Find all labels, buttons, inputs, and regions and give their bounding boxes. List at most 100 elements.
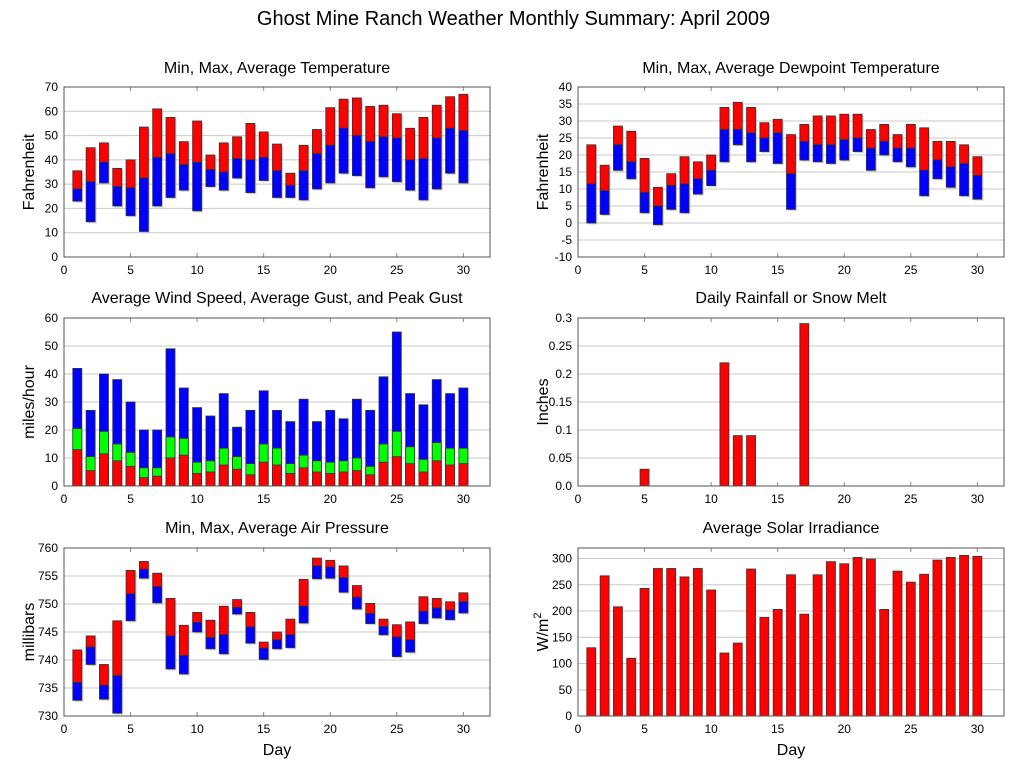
bar-min-to-avg xyxy=(72,682,83,701)
bar-avg-to-max xyxy=(218,142,229,173)
bar-avg-to-max xyxy=(719,107,730,130)
bar-avg-to-max xyxy=(112,620,123,677)
x-tick-label: 20 xyxy=(838,722,852,736)
bar-avg-to-max xyxy=(365,603,376,614)
y-tick-label: 30 xyxy=(45,395,59,409)
x-tick-label: 0 xyxy=(575,492,582,506)
bar-avg-to-max xyxy=(99,664,109,686)
bar-min-to-avg xyxy=(232,606,242,615)
bar-avg-to-max xyxy=(445,96,455,129)
x-tick-label: 0 xyxy=(61,722,68,736)
bar-min-to-avg xyxy=(919,169,930,197)
bar-min-to-avg xyxy=(759,137,770,152)
y-axis-label: Inches xyxy=(535,378,552,425)
x-tick-label: 15 xyxy=(771,492,785,506)
bar-min-to-avg xyxy=(879,140,890,156)
bar-avg-to-max xyxy=(72,649,83,683)
bar-min-to-avg xyxy=(865,147,876,171)
chart-title: Daily Rainfall or Snow Melt xyxy=(695,290,887,307)
bar-average-wind xyxy=(365,474,376,487)
y-tick-label: -5 xyxy=(561,233,572,247)
bar-avg-to-max xyxy=(405,621,416,641)
y-axis-label: W/m2 xyxy=(532,613,552,652)
y-tick-label: 30 xyxy=(559,114,573,128)
bar-min-to-avg xyxy=(586,183,597,224)
bar-avg-to-max xyxy=(972,156,983,176)
y-tick-label: 760 xyxy=(38,541,58,555)
bar-solar xyxy=(972,556,983,717)
bar-min-to-avg xyxy=(99,161,109,184)
bar-average-wind xyxy=(245,474,256,487)
x-tick-label: 25 xyxy=(904,492,918,506)
x-tick-label: 20 xyxy=(838,263,852,277)
bar-avg-to-max xyxy=(852,113,863,139)
bar-min-to-avg xyxy=(285,634,296,649)
x-tick-label: 20 xyxy=(324,722,338,736)
bar-rainfall xyxy=(639,468,650,487)
bar-avg-to-max xyxy=(879,124,890,142)
bar-min-to-avg xyxy=(972,174,983,200)
bar-min-to-avg xyxy=(378,626,389,636)
x-tick-label: 10 xyxy=(190,492,204,506)
bar-avg-to-max xyxy=(232,136,242,160)
bars xyxy=(586,101,984,227)
bar-avg-to-max xyxy=(351,97,362,136)
bar-min-to-avg xyxy=(945,166,956,188)
bar-avg-to-max xyxy=(112,167,123,187)
y-tick-label: 300 xyxy=(552,552,572,566)
bar-avg-to-max xyxy=(245,123,256,161)
bar-min-to-avg xyxy=(852,137,863,152)
x-tick-label: 30 xyxy=(457,722,471,736)
bar-avg-to-max xyxy=(152,572,163,588)
bar-solar xyxy=(679,576,690,717)
y-tick-label: 25 xyxy=(559,131,573,145)
bar-min-to-avg xyxy=(905,147,916,168)
bar-min-to-avg xyxy=(892,147,903,163)
bar-avg-to-max xyxy=(905,124,916,149)
bar-min-to-avg xyxy=(205,637,216,650)
bar-avg-to-max xyxy=(258,641,269,649)
bar-avg-to-max xyxy=(613,125,623,146)
bar-min-to-avg xyxy=(378,136,389,178)
bar-min-to-avg xyxy=(351,596,362,610)
bar-avg-to-max xyxy=(826,115,836,146)
bar-min-to-avg xyxy=(125,593,136,622)
x-tick-label: 20 xyxy=(838,492,852,506)
bar-avg-to-max xyxy=(125,159,136,189)
y-tick-label: 200 xyxy=(552,604,572,618)
bar-solar xyxy=(852,557,863,717)
bar-average-wind xyxy=(272,464,282,487)
bar-min-to-avg xyxy=(626,161,637,180)
bar-solar xyxy=(839,563,850,717)
x-tick-label: 25 xyxy=(390,492,404,506)
y-tick-label: -10 xyxy=(555,250,573,264)
bar-avg-to-max xyxy=(732,101,743,130)
bar-min-to-avg xyxy=(232,158,242,179)
bar-avg-to-max xyxy=(586,144,597,185)
bar-avg-to-max xyxy=(746,107,756,134)
bar-min-to-avg xyxy=(418,610,429,625)
y-tick-label: 60 xyxy=(45,311,59,325)
y-axis-label: miles/hour xyxy=(21,364,38,438)
chart-title: Average Wind Speed, Average Gust, and Pe… xyxy=(91,290,463,307)
bar-avg-to-max xyxy=(205,154,216,170)
bar-min-to-avg xyxy=(298,170,309,201)
y-tick-label: 0.0 xyxy=(555,479,572,493)
bar-avg-to-max xyxy=(218,605,229,636)
y-tick-label: 15 xyxy=(559,165,573,179)
y-tick-label: 10 xyxy=(559,182,573,196)
bar-min-to-avg xyxy=(679,183,690,214)
x-tick-label: 5 xyxy=(641,263,648,277)
bar-min-to-avg xyxy=(165,635,176,670)
y-tick-label: 0.1 xyxy=(555,423,572,437)
bar-min-to-avg xyxy=(272,170,282,198)
bar-avg-to-max xyxy=(285,618,296,636)
bar-avg-to-max xyxy=(652,186,663,207)
bar-min-to-avg xyxy=(218,171,229,191)
bar-avg-to-max xyxy=(759,122,770,139)
x-tick-label: 15 xyxy=(771,722,785,736)
bar-average-wind xyxy=(338,471,349,487)
x-tick-label: 5 xyxy=(641,492,648,506)
bar-average-wind xyxy=(138,477,149,487)
bar-average-wind xyxy=(418,471,429,487)
